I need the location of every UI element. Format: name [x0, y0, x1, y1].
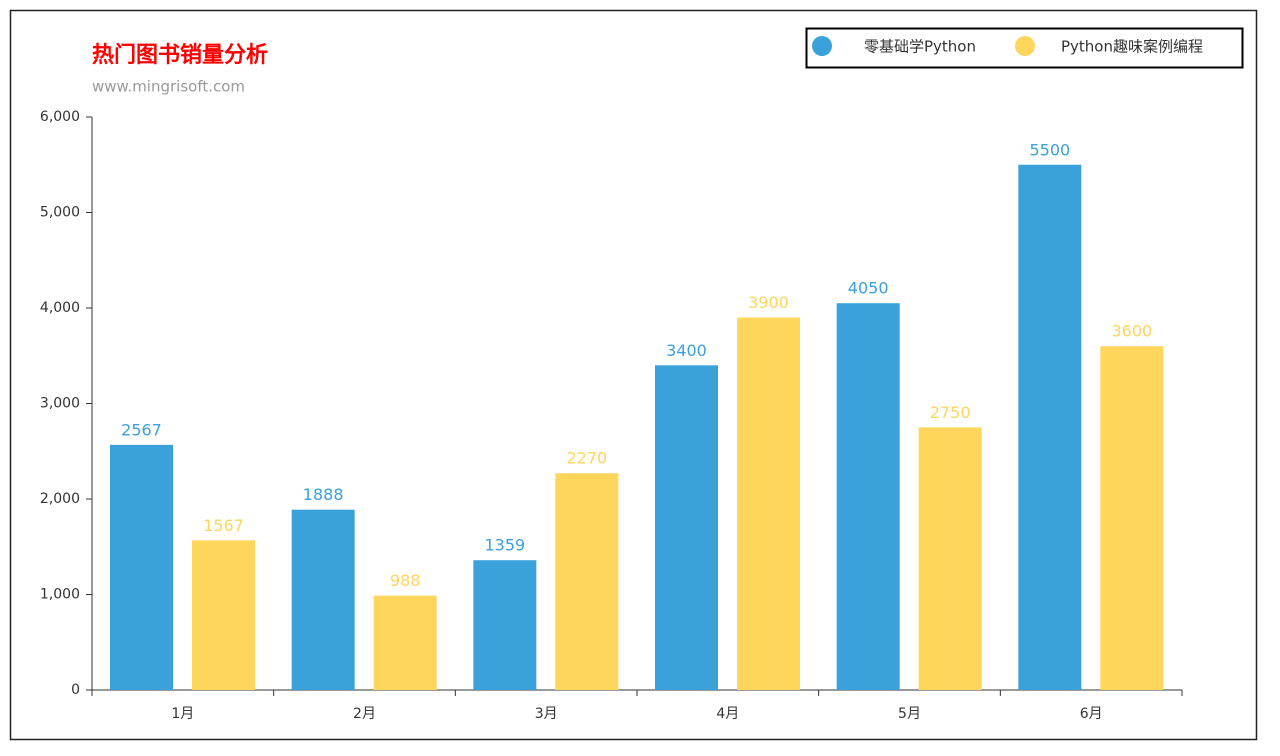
- y-tick-label: 3,000: [40, 396, 80, 412]
- x-tick-label: 4月: [716, 706, 739, 722]
- frame: [9, 9, 1258, 741]
- data-label: 4050: [848, 279, 889, 298]
- data-label: 2567: [121, 420, 162, 439]
- y-tick-label: 1,000: [40, 587, 80, 603]
- bar: [110, 444, 173, 690]
- bar: [737, 317, 800, 690]
- legend-label: Python趣味案例编程: [1061, 38, 1203, 56]
- legend-marker: [1015, 36, 1035, 56]
- data-label: 3400: [666, 341, 707, 360]
- data-label: 1888: [303, 485, 344, 504]
- x-tick-label: 2月: [353, 706, 376, 722]
- chart-subtitle: www.mingrisoft.com: [92, 78, 245, 96]
- legend-marker: [812, 36, 832, 56]
- x-tick-label: 1月: [171, 706, 194, 722]
- data-label: 1567: [203, 516, 244, 535]
- data-label: 3900: [748, 293, 789, 312]
- bar: [1100, 346, 1164, 690]
- y-tick-label: 5,000: [40, 205, 80, 221]
- bar: [918, 427, 982, 690]
- bar: [473, 560, 537, 690]
- data-label: 1359: [484, 536, 525, 555]
- bar: [555, 473, 619, 690]
- y-tick-label: 0: [71, 682, 80, 698]
- x-tick-label: 5月: [898, 706, 921, 722]
- legend-box: [805, 27, 1244, 69]
- bar: [291, 509, 355, 690]
- x-tick-label: 3月: [535, 706, 558, 722]
- bar: [1018, 164, 1082, 690]
- legend-label: 零基础学Python: [864, 38, 976, 56]
- chart-title: 热门图书销量分析: [92, 42, 268, 68]
- data-label: 2750: [930, 403, 971, 422]
- y-tick-label: 6,000: [40, 109, 80, 125]
- x-tick-label: 6月: [1080, 706, 1103, 722]
- data-label: 988: [390, 571, 421, 590]
- y-tick-label: 2,000: [40, 491, 80, 507]
- bar: [373, 595, 437, 690]
- bar: [192, 540, 255, 690]
- bar: [836, 303, 900, 690]
- data-label: 2270: [566, 449, 607, 468]
- data-label: 3600: [1111, 322, 1152, 341]
- data-label: 5500: [1029, 140, 1070, 159]
- bar: [655, 365, 718, 690]
- y-tick-label: 4,000: [40, 300, 80, 316]
